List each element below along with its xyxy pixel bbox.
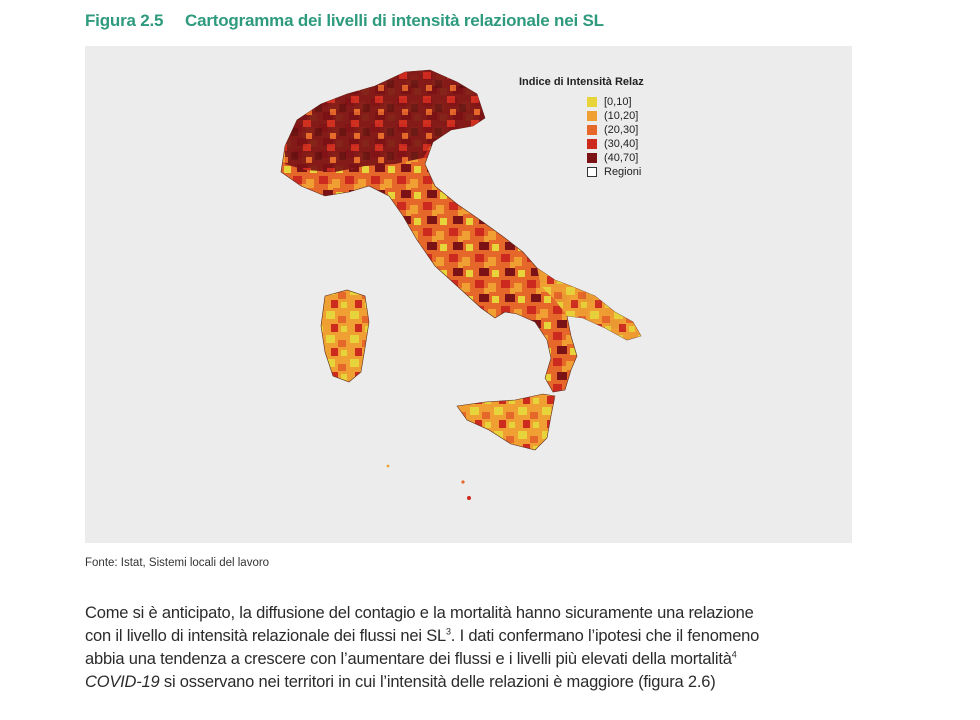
body-text-span: . I dati confermano l’ipotesi che il fen… — [450, 627, 760, 645]
choropleth-map-panel: Indice di Intensità Relaz [0,10] (10,20]… — [85, 46, 852, 543]
body-text-span: con il livello di intensità relazionale … — [85, 627, 446, 645]
legend-item: [0,10] — [587, 95, 677, 109]
figure-number: Figura 2.5 — [85, 11, 164, 30]
body-text-span: Come si è anticipato, la diffusione del … — [85, 604, 754, 622]
puglia-light — [537, 268, 641, 340]
island-marker — [461, 480, 465, 484]
legend-swatch — [587, 153, 597, 163]
italy-map — [280, 69, 642, 500]
figure-caption: Cartogramma dei livelli di intensità rel… — [185, 11, 604, 30]
footnote-ref: 4 — [731, 649, 737, 660]
legend-item: (10,20] — [587, 109, 677, 123]
legend-label: (40,70] — [604, 152, 639, 164]
body-line: abbia una tendenza a crescere con l’aume… — [85, 648, 875, 671]
footnote-ref: 3 — [445, 626, 451, 637]
legend-item: (30,40] — [587, 137, 677, 151]
island-marker — [467, 496, 471, 500]
legend-label: [0,10] — [604, 96, 632, 108]
body-line: Come si è anticipato, la diffusione del … — [85, 602, 875, 625]
legend-label: Regioni — [604, 166, 642, 178]
legend-swatch — [587, 139, 597, 149]
body-line: COVID-19 si osservano nei territori in c… — [85, 671, 875, 694]
legend-title: Indice di Intensità Relaz — [519, 76, 644, 88]
legend-item: Regioni — [587, 165, 677, 179]
legend-item: (20,30] — [587, 123, 677, 137]
sicily — [456, 393, 556, 451]
legend-swatch — [587, 167, 597, 177]
source-note: Fonte: Istat, Sistemi locali del lavoro — [85, 557, 270, 569]
legend-item: (40,70] — [587, 151, 677, 165]
island-marker — [386, 464, 390, 468]
body-text-span: si osservano nei territori in cui l’inte… — [159, 673, 716, 691]
legend-label: (30,40] — [604, 138, 639, 150]
legend-swatch — [587, 125, 597, 135]
map-legend: Indice di Intensità Relaz [0,10] (10,20]… — [519, 76, 677, 179]
body-text-italic: COVID-19 — [85, 673, 160, 691]
figure-title: Figura 2.5 Cartogramma dei livelli di int… — [85, 11, 604, 31]
northern-italy-dark — [285, 70, 485, 172]
body-line: con il livello di intensità relazionale … — [85, 625, 875, 648]
legend-label: (20,30] — [604, 124, 639, 136]
body-paragraph: Come si è anticipato, la diffusione del … — [85, 602, 875, 694]
body-text-span: abbia una tendenza a crescere con l’aume… — [85, 650, 732, 668]
legend-label: (10,20] — [604, 110, 639, 122]
sardinia — [320, 289, 370, 383]
legend-swatch — [587, 111, 597, 121]
legend-swatch — [587, 97, 597, 107]
